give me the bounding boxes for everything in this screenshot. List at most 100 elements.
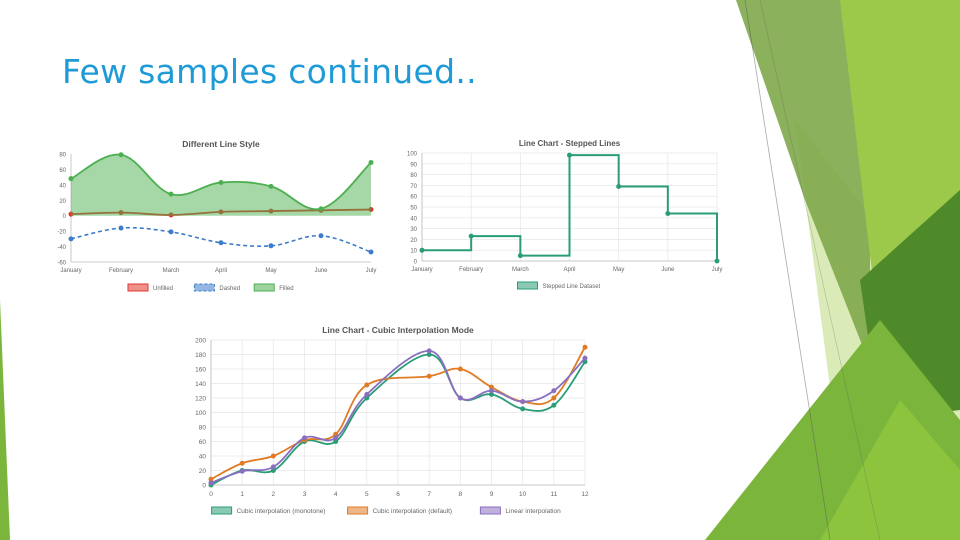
x-tick-label: 0: [209, 491, 213, 498]
y-tick-label: 120: [195, 396, 206, 403]
x-tick-label: June: [314, 268, 328, 274]
y-tick-label: 180: [195, 352, 206, 359]
x-tick-label: March: [512, 267, 529, 273]
y-tick-label: 80: [199, 425, 207, 432]
x-tick-label: January: [411, 267, 432, 273]
data-point-linear-interpolation: [520, 399, 526, 405]
y-tick-label: 80: [59, 153, 66, 159]
y-tick-label: -60: [57, 261, 66, 267]
y-tick-label: 20: [59, 199, 66, 205]
data-point-linear-interpolation: [364, 391, 370, 397]
x-tick-label: 1: [240, 491, 244, 498]
data-point-filled: [168, 191, 174, 197]
legend-swatch: [479, 506, 501, 515]
data-point-linear-interpolation: [551, 388, 557, 394]
data-point-dashed: [218, 240, 224, 246]
x-tick-label: 6: [396, 491, 400, 498]
x-tick-label: 12: [581, 491, 589, 498]
y-tick-label: 20: [199, 468, 207, 475]
data-point-cubic-interpolation-monotone: [520, 406, 526, 412]
data-point-filled: [118, 152, 124, 158]
legend-label: Dashed: [219, 286, 240, 292]
data-point-linear-interpolation: [208, 480, 214, 486]
y-tick-label: 10: [410, 249, 417, 255]
data-point-dashed: [368, 249, 374, 255]
data-point-cubic-interpolation-default: [364, 382, 370, 388]
data-point-linear-interpolation: [302, 435, 307, 441]
data-point-linear-interpolation: [489, 388, 494, 394]
data-point-filled: [268, 183, 274, 189]
y-tick-label: 100: [407, 152, 418, 158]
data-point-filled: [68, 176, 74, 182]
chart-title: Line Chart - Cubic Interpolation Mode: [322, 325, 474, 335]
data-point-stepped-line-dataset: [468, 233, 474, 239]
y-tick-label: 70: [410, 184, 417, 190]
x-tick-label: 10: [519, 491, 527, 498]
data-point-filled: [218, 180, 224, 186]
x-tick-label: April: [215, 268, 227, 274]
deco-shard-mid: [736, 0, 870, 365]
data-point-cubic-interpolation-default: [239, 460, 245, 466]
data-point-dashed: [268, 243, 274, 249]
legend-label: Stepped Line Dataset: [543, 284, 601, 290]
data-point-stepped-line-dataset: [567, 152, 572, 158]
data-point-stepped-line-dataset: [517, 253, 523, 259]
chart-title: Line Chart - Stepped Lines: [519, 139, 621, 148]
y-tick-label: 20: [410, 238, 417, 244]
y-tick-label: 0: [202, 483, 206, 490]
legend-swatch: [211, 506, 233, 515]
data-point-stepped-line-dataset: [616, 183, 622, 189]
deco-shard-lime: [820, 400, 960, 540]
y-tick-label: 90: [410, 162, 417, 168]
series-area-filled: [71, 154, 371, 216]
deco-line: [744, 0, 831, 540]
y-tick-label: 30: [410, 227, 417, 233]
data-point-linear-interpolation: [333, 435, 339, 441]
x-tick-label: 7: [427, 491, 431, 498]
y-tick-label: 200: [195, 338, 206, 345]
chart-title: Different Line Style: [182, 139, 260, 149]
data-point-dashed: [118, 225, 124, 231]
y-tick-label: 160: [195, 367, 206, 374]
legend-label: Unfilled: [153, 286, 173, 292]
x-tick-label: July: [366, 268, 377, 274]
legend-swatch: [517, 281, 538, 290]
data-point-stepped-line-dataset: [665, 210, 671, 216]
x-tick-label: July: [712, 267, 723, 273]
data-point-linear-interpolation: [270, 464, 276, 470]
y-tick-label: 60: [59, 168, 66, 174]
data-point-dashed: [168, 229, 174, 235]
x-tick-label: 11: [550, 491, 557, 498]
x-tick-label: April: [563, 267, 575, 273]
data-point-linear-interpolation: [457, 395, 463, 401]
data-point-cubic-interpolation-default: [457, 366, 463, 372]
data-point-filled: [368, 159, 374, 165]
x-tick-label: May: [613, 267, 624, 273]
y-tick-label: 0: [414, 260, 418, 266]
y-tick-label: -20: [57, 230, 66, 236]
legend-swatch: [347, 506, 369, 515]
y-tick-label: 0: [63, 214, 67, 220]
legend-label: Linear interpolation: [505, 508, 561, 515]
y-tick-label: -40: [57, 245, 66, 251]
y-tick-label: 100: [195, 410, 206, 417]
x-tick-label: 8: [459, 491, 463, 498]
data-point-linear-interpolation: [426, 348, 432, 354]
data-point-linear-interpolation: [582, 355, 588, 361]
deco-left-strip: [0, 300, 10, 540]
x-tick-label: June: [661, 267, 675, 273]
x-tick-label: 9: [490, 491, 494, 498]
x-tick-label: March: [163, 268, 180, 274]
x-tick-label: 3: [303, 491, 307, 498]
y-tick-label: 40: [59, 183, 66, 189]
x-tick-label: January: [60, 268, 81, 274]
x-tick-label: 4: [334, 491, 338, 498]
legend-label: Cubic interpolation (monotone): [237, 508, 326, 515]
x-tick-label: February: [459, 267, 483, 273]
deco-line: [759, 0, 881, 540]
legend-swatch: [193, 283, 215, 292]
data-point-filled: [318, 206, 324, 212]
